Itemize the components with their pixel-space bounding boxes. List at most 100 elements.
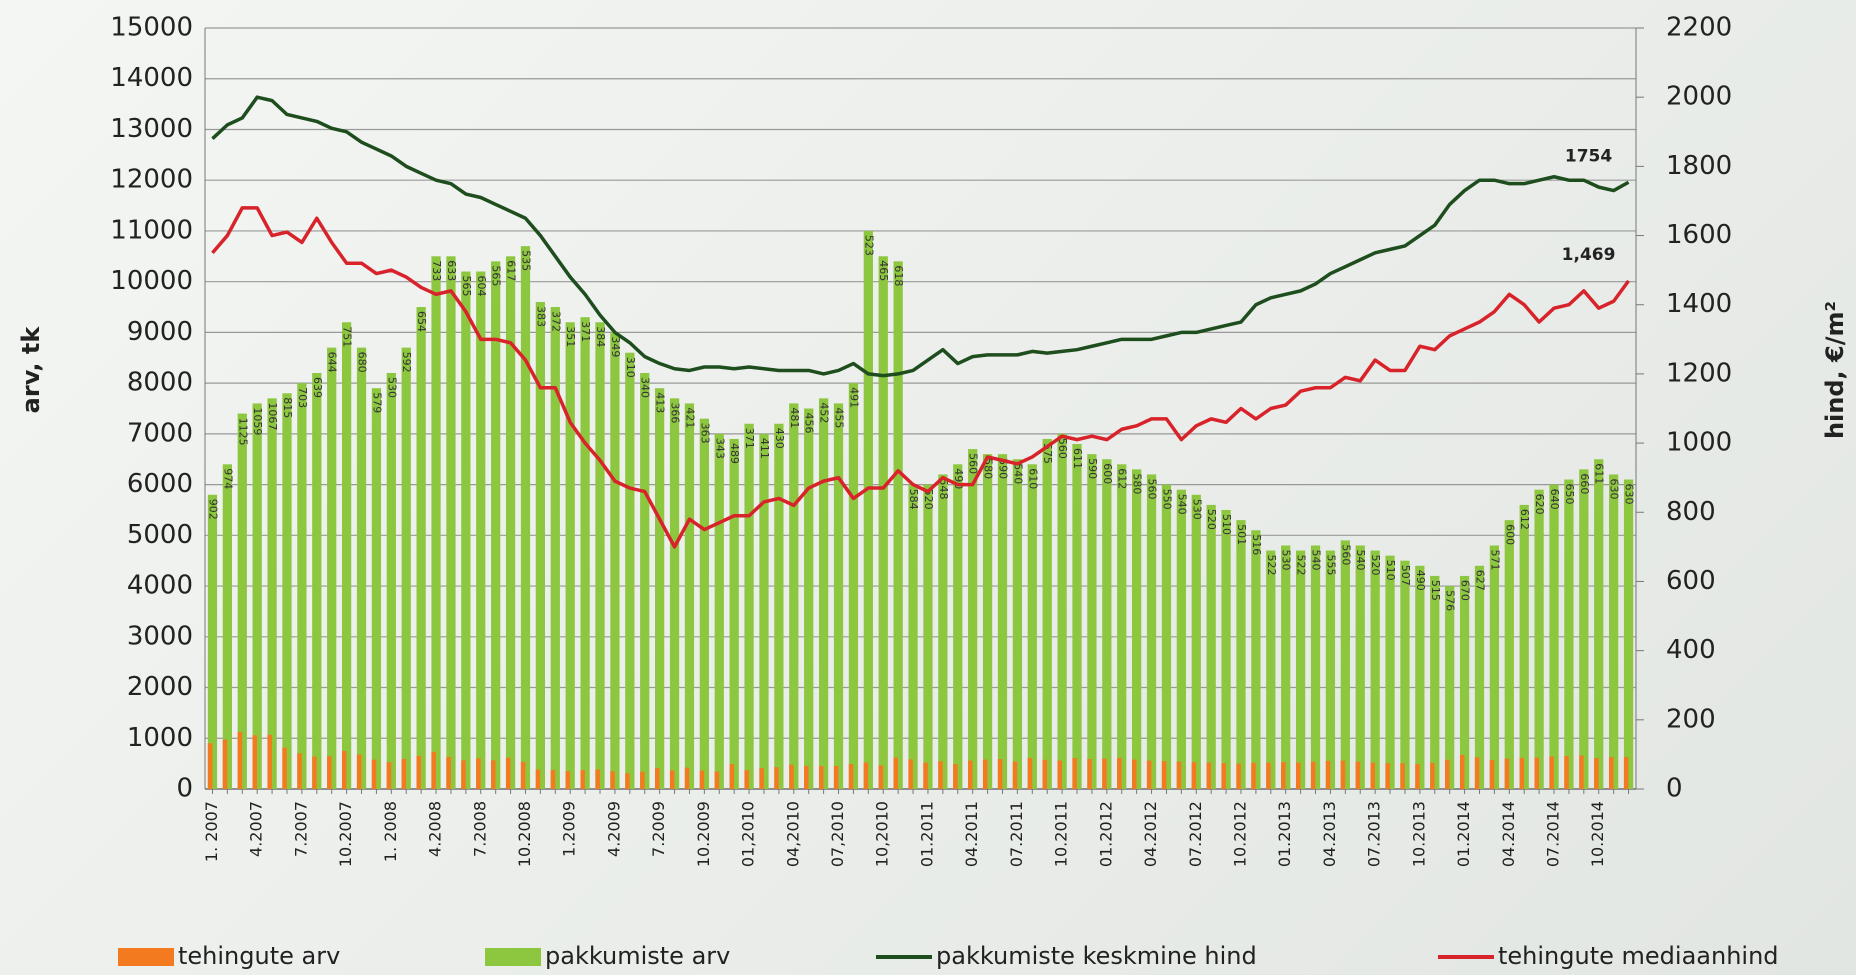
bar [1102, 459, 1112, 789]
y-tick-label: 11000 [110, 215, 193, 245]
data-label: 548 [937, 478, 950, 499]
data-label: 584 [907, 489, 920, 510]
y2-tick-label: 800 [1666, 497, 1716, 527]
line [211, 206, 1630, 549]
x-tick-label: 04,2010 [783, 801, 802, 867]
bar [550, 307, 560, 789]
y-axis-label: arv, tk [17, 326, 45, 414]
bar-small [982, 759, 988, 789]
x-tick-label: 07.2012 [1186, 801, 1205, 867]
data-label: 680 [356, 352, 369, 373]
x-tick-label: 7.2007 [291, 801, 310, 857]
bar [431, 256, 441, 789]
bar [1609, 474, 1619, 789]
data-label: 571 [1488, 549, 1501, 570]
data-label: 489 [728, 443, 741, 464]
bar-small [297, 753, 302, 789]
bar-small [1206, 762, 1212, 789]
bar-small [1355, 761, 1361, 789]
data-label: 620 [1533, 494, 1546, 515]
bar [1295, 550, 1306, 789]
bar-small [386, 762, 392, 789]
bar [744, 423, 754, 789]
data-label: 507 [1399, 565, 1412, 586]
data-label: 650 [1563, 484, 1576, 505]
bar [341, 322, 352, 789]
bar [312, 372, 322, 789]
data-label: 343 [713, 438, 726, 459]
x-tick-label: 7.2008 [470, 801, 489, 857]
bar-small [535, 769, 541, 789]
data-label: 530 [385, 377, 398, 398]
data-label: 555 [1324, 555, 1337, 576]
bar [1042, 438, 1052, 789]
bar-small [1012, 761, 1018, 789]
data-label: 560 [1146, 478, 1159, 499]
data-label: 421 [683, 407, 696, 428]
bar [1072, 444, 1082, 789]
bar-small [1310, 761, 1316, 789]
data-label: 510 [1384, 560, 1397, 581]
bar [1445, 586, 1455, 789]
data-label: 733 [430, 260, 443, 281]
data-label: 576 [1444, 590, 1457, 611]
bar-small [1281, 762, 1286, 789]
bar [818, 398, 829, 789]
bar [1564, 479, 1574, 789]
bar [1370, 550, 1380, 789]
data-label: 501 [1235, 524, 1248, 545]
data-label: 590 [996, 458, 1009, 479]
bar-small [833, 765, 839, 789]
bar [327, 347, 337, 789]
data-label: 520 [1369, 555, 1382, 576]
bar [1415, 565, 1425, 789]
data-label: 617 [505, 260, 518, 281]
data-label: 612 [1518, 509, 1531, 530]
bar-small [818, 766, 824, 789]
bar [997, 454, 1008, 789]
bar-small [863, 762, 869, 789]
y-tick-label: 6000 [127, 469, 193, 499]
data-label: 565 [490, 265, 503, 286]
bar [1281, 545, 1291, 789]
bar-small [401, 758, 407, 789]
x-tick-label: 01.2012 [1096, 801, 1115, 867]
bar-small [1594, 758, 1599, 789]
bar [1459, 575, 1470, 789]
bar-small [1474, 757, 1480, 789]
data-label: 535 [519, 250, 532, 271]
data-label: 1059 [251, 407, 264, 435]
bar-small [997, 759, 1003, 789]
bar-small [476, 758, 481, 789]
bar [610, 332, 620, 789]
data-label: 580 [1131, 473, 1144, 494]
data-label: 612 [1116, 468, 1129, 489]
x-tick-label: 04.2014 [1499, 801, 1518, 867]
bar-small [505, 757, 511, 789]
bar [282, 393, 292, 789]
data-label: 902 [206, 499, 219, 520]
bar-small [655, 768, 660, 789]
y-tick-label: 14000 [110, 63, 193, 93]
bar-small [938, 761, 943, 789]
bar [1430, 575, 1440, 789]
data-label: 592 [400, 352, 413, 373]
bar-small [893, 757, 898, 789]
data-label: 540 [1011, 463, 1024, 484]
bar-small [416, 755, 421, 789]
x-tick-label: 01.2013 [1275, 801, 1294, 867]
bar [1176, 489, 1186, 789]
bar [1594, 459, 1604, 789]
data-label: 540 [1354, 549, 1367, 570]
data-label: 363 [698, 423, 711, 444]
y2-tick-label: 1200 [1666, 358, 1732, 388]
bar-small [1176, 761, 1182, 789]
bar [1146, 474, 1157, 789]
bar-small [520, 761, 526, 789]
y-tick-label: 15000 [110, 13, 193, 43]
data-label: 560 [967, 453, 980, 474]
bar-small [684, 767, 690, 789]
bar [1340, 540, 1350, 789]
x-tick-label: 1. 2008 [381, 801, 400, 862]
